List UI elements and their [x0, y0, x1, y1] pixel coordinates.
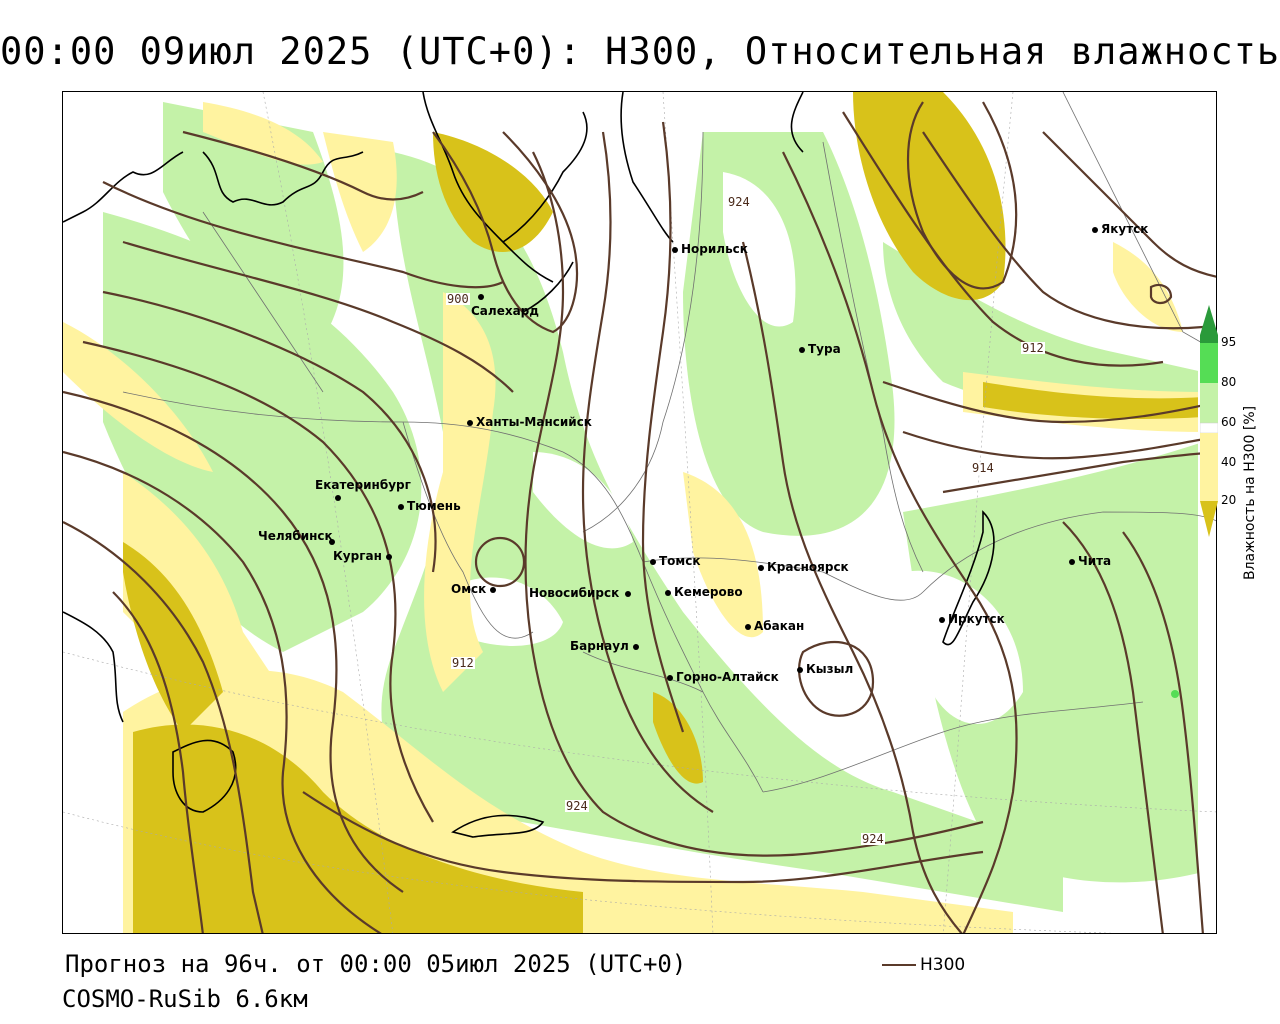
city-label: Красноярск [767, 560, 849, 574]
isoline-legend: H300 [882, 955, 965, 975]
isoline-label: 912 [1021, 341, 1045, 355]
city-label: Новосибирск [529, 586, 620, 600]
city-label: Курган [333, 549, 382, 563]
city-novosibirsk: Новосибирск [529, 586, 634, 600]
city-dot-icon [799, 346, 805, 353]
city-chita: Чита [1069, 554, 1111, 568]
city-label: Ханты-Мансийск [476, 415, 592, 429]
isoline-label: 900 [446, 292, 470, 306]
humidity-map: 924 900 912 914 912 924 924 Салехард Нор… [62, 91, 1217, 934]
city-norilsk: Норильск [672, 242, 748, 256]
colorbar-tick: 60 [1221, 415, 1237, 429]
city-dot-icon [797, 666, 803, 673]
city-label: Якутск [1101, 222, 1149, 236]
colorbar-swatches [1200, 305, 1218, 537]
colorbar-tick: 40 [1221, 455, 1237, 469]
city-label: Иркутск [948, 612, 1005, 626]
city-dot-icon [490, 586, 497, 593]
colorbar-title: Влажность на H300 [%] [1242, 405, 1258, 580]
city-label-salekhard: Салехард [471, 304, 539, 318]
city-dot-icon [650, 558, 656, 565]
city-yakutsk: Якутск [1092, 222, 1148, 236]
city-ekaterinburg [335, 490, 344, 504]
city-irkutsk: Иркутск [939, 612, 1005, 626]
city-kemerovo: Кемерово [665, 585, 743, 599]
city-dot-icon [939, 616, 945, 623]
humidity-colorbar: 95 80 60 40 20 [1200, 305, 1280, 605]
city-dot-icon [398, 503, 404, 510]
city-label: Чита [1078, 554, 1112, 568]
map-title: 00:00 09июл 2025 (UTC+0): H300, Относите… [0, 30, 1280, 73]
city-dot-icon [667, 674, 673, 681]
city-dot-icon [467, 419, 473, 426]
city-dot-icon [625, 590, 632, 597]
city-label: Томск [659, 554, 701, 568]
city-omsk: Омск [451, 582, 499, 596]
city-label: Тура [808, 342, 841, 356]
isoline-label: 912 [451, 656, 475, 670]
city-label: Барнаул [570, 639, 629, 653]
city-dot-icon [329, 538, 335, 545]
city-label-ekaterinburg: Екатеринбург [315, 478, 411, 492]
model-name: COSMO-RuSib 6.6км [62, 985, 308, 1013]
isoline-label: 924 [727, 195, 751, 209]
city-barnaul: Барнаул [570, 639, 642, 653]
colorbar-tick: 95 [1221, 335, 1237, 349]
city-kurgan: Курган [333, 549, 395, 563]
city-label: Абакан [754, 619, 805, 633]
city-chelyabinsk [329, 534, 338, 548]
isoline-swatch [882, 964, 916, 966]
city-tyumen: Тюмень [398, 499, 461, 513]
city-label: Кемерово [674, 585, 743, 599]
city-tomsk: Томск [650, 554, 701, 568]
city-khanty-mansiysk: Ханты-Мансийск [467, 415, 592, 429]
city-label: Горно-Алтайск [676, 670, 779, 684]
city-tura: Тура [799, 342, 841, 356]
city-salekhard [478, 289, 487, 303]
city-dot-icon [665, 589, 671, 596]
city-dot-icon [385, 553, 392, 560]
colorbar-tick: 80 [1221, 375, 1237, 389]
city-krasnoyarsk: Красноярск [758, 560, 849, 574]
colorbar-tick: 20 [1221, 493, 1237, 507]
city-label: Омск [451, 582, 487, 596]
city-gorno-altaysk: Горно-Алтайск [667, 670, 779, 684]
city-label-chelyabinsk: Челябинск [258, 529, 333, 543]
city-dot-icon [632, 643, 639, 650]
isoline-label: 924 [861, 832, 885, 846]
city-abakan: Абакан [745, 619, 804, 633]
city-dot-icon [672, 246, 678, 253]
city-label: Тюмень [407, 499, 461, 513]
city-dot-icon [1069, 558, 1075, 565]
city-label: Норильск [681, 242, 748, 256]
forecast-info: Прогноз на 96ч. от 00:00 05июл 2025 (UTC… [65, 950, 687, 978]
isoline-label: 914 [971, 461, 995, 475]
city-dot-icon [335, 494, 341, 501]
city-dot-icon [478, 293, 484, 300]
isoline-legend-label: H300 [920, 955, 966, 975]
city-dot-icon [1092, 226, 1098, 233]
city-kyzyl: Кызыл [797, 662, 853, 676]
city-dot-icon [758, 564, 764, 571]
humidity-field [63, 92, 1216, 933]
city-dot-icon [745, 623, 751, 630]
isoline-label: 924 [565, 799, 589, 813]
city-label: Кызыл [806, 662, 854, 676]
